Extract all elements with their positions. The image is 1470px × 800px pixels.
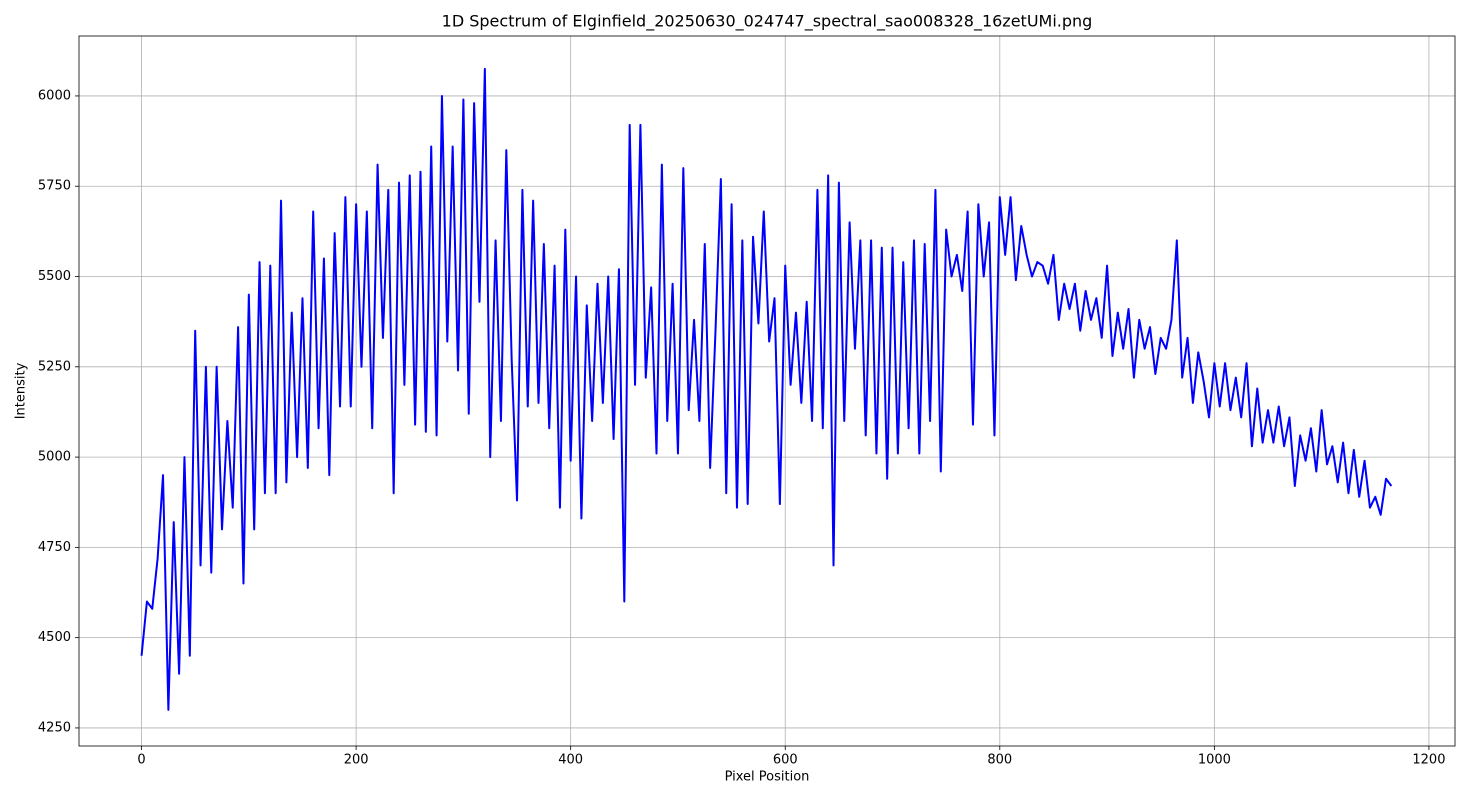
y-tick-label: 5500 [38, 269, 71, 284]
x-tick-label: 200 [344, 753, 369, 768]
x-tick-label: 0 [137, 753, 145, 768]
x-tick-label: 1200 [1412, 753, 1445, 768]
x-tick-label: 1000 [1198, 753, 1231, 768]
x-tick-label: 800 [987, 753, 1012, 768]
y-tick-label: 5750 [38, 179, 71, 194]
x-tick-label: 600 [773, 753, 798, 768]
y-tick-label: 5000 [38, 450, 71, 465]
y-tick-label: 4250 [38, 720, 71, 735]
x-tick-label: 400 [558, 753, 583, 768]
y-tick-label: 4750 [38, 540, 71, 555]
y-axis-label: Intensity [14, 362, 29, 419]
chart-title: 1D Spectrum of Elginfield_20250630_02474… [442, 12, 1093, 32]
y-tick-label: 5250 [38, 359, 71, 374]
y-tick-label: 6000 [38, 88, 71, 103]
y-tick-label: 4500 [38, 630, 71, 645]
line-series [140, 67, 1393, 711]
x-axis-label: Pixel Position [725, 770, 810, 785]
plot-frame [78, 35, 1456, 747]
